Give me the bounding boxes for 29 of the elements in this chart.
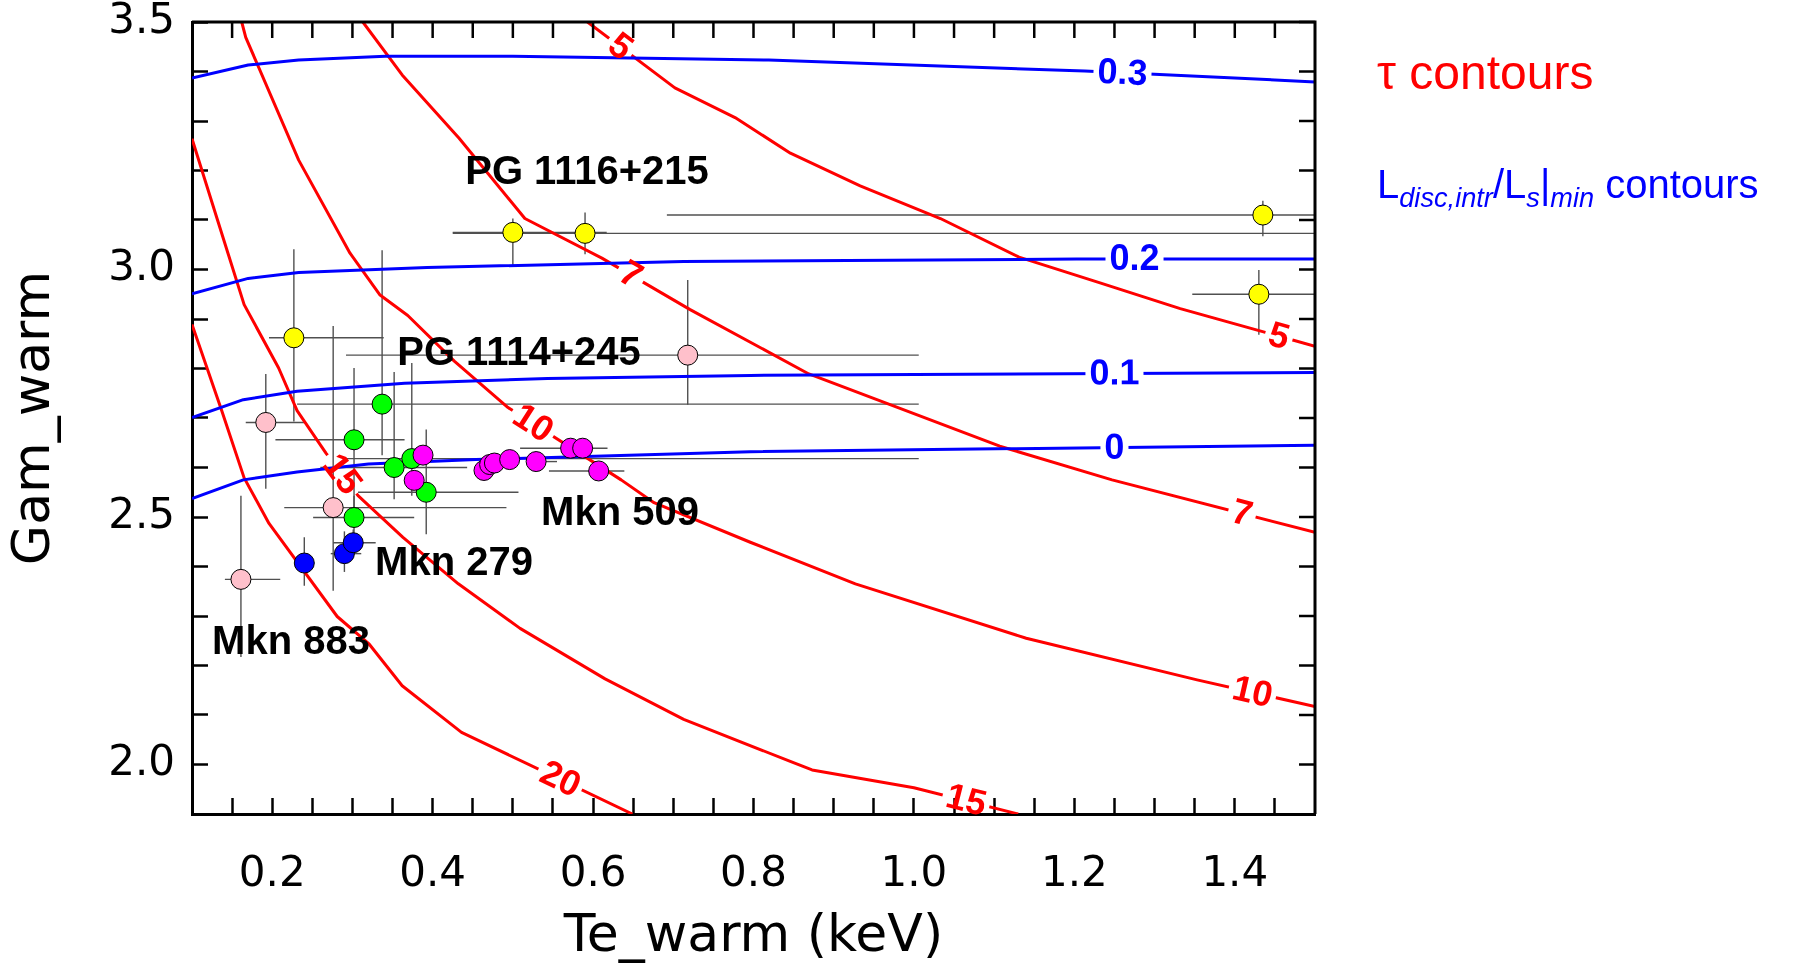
annotation: 5 bbox=[1264, 312, 1295, 358]
annotation: 15 bbox=[942, 774, 991, 824]
annotation: 5 bbox=[600, 23, 642, 68]
annotation: 7 bbox=[1227, 489, 1258, 535]
x-tick-label: 1.0 bbox=[880, 846, 948, 896]
annotation: 20 bbox=[533, 750, 588, 806]
x-tick-label: 0.8 bbox=[720, 846, 787, 896]
text: τ contours bbox=[1377, 45, 1595, 101]
annotation: 0 bbox=[1104, 425, 1125, 467]
x-tick-label: 1.4 bbox=[1201, 846, 1269, 896]
y-tick-label: 3.0 bbox=[108, 241, 175, 291]
annotation: 15 bbox=[314, 445, 372, 502]
y-axis-title: Gam_warm bbox=[0, 270, 61, 566]
x-tick-label: 0.2 bbox=[238, 846, 306, 896]
x-axis-title: Te_warm (keV) bbox=[562, 902, 944, 963]
y-tick-label: 2.0 bbox=[108, 736, 175, 786]
x-tick-label: 0.6 bbox=[559, 846, 627, 896]
annotation: 7 bbox=[612, 250, 651, 297]
annotation: 0.1 bbox=[1089, 351, 1140, 393]
annotation: 10 bbox=[505, 394, 562, 451]
annotation: 10 bbox=[1228, 666, 1277, 716]
text: L$_{disc,intr}$/L$_{s}$|$_{min}$ contours bbox=[1377, 160, 1759, 213]
annotation: 0.3 bbox=[1096, 49, 1149, 94]
x-tick-label: 0.4 bbox=[399, 846, 467, 896]
annotation: Mkn 883 bbox=[212, 618, 370, 662]
annotation: 0.2 bbox=[1109, 237, 1160, 279]
y-tick-label: 2.5 bbox=[108, 488, 175, 538]
x-tick-label: 1.2 bbox=[1040, 846, 1108, 896]
y-tick-label: 3.5 bbox=[108, 0, 175, 43]
